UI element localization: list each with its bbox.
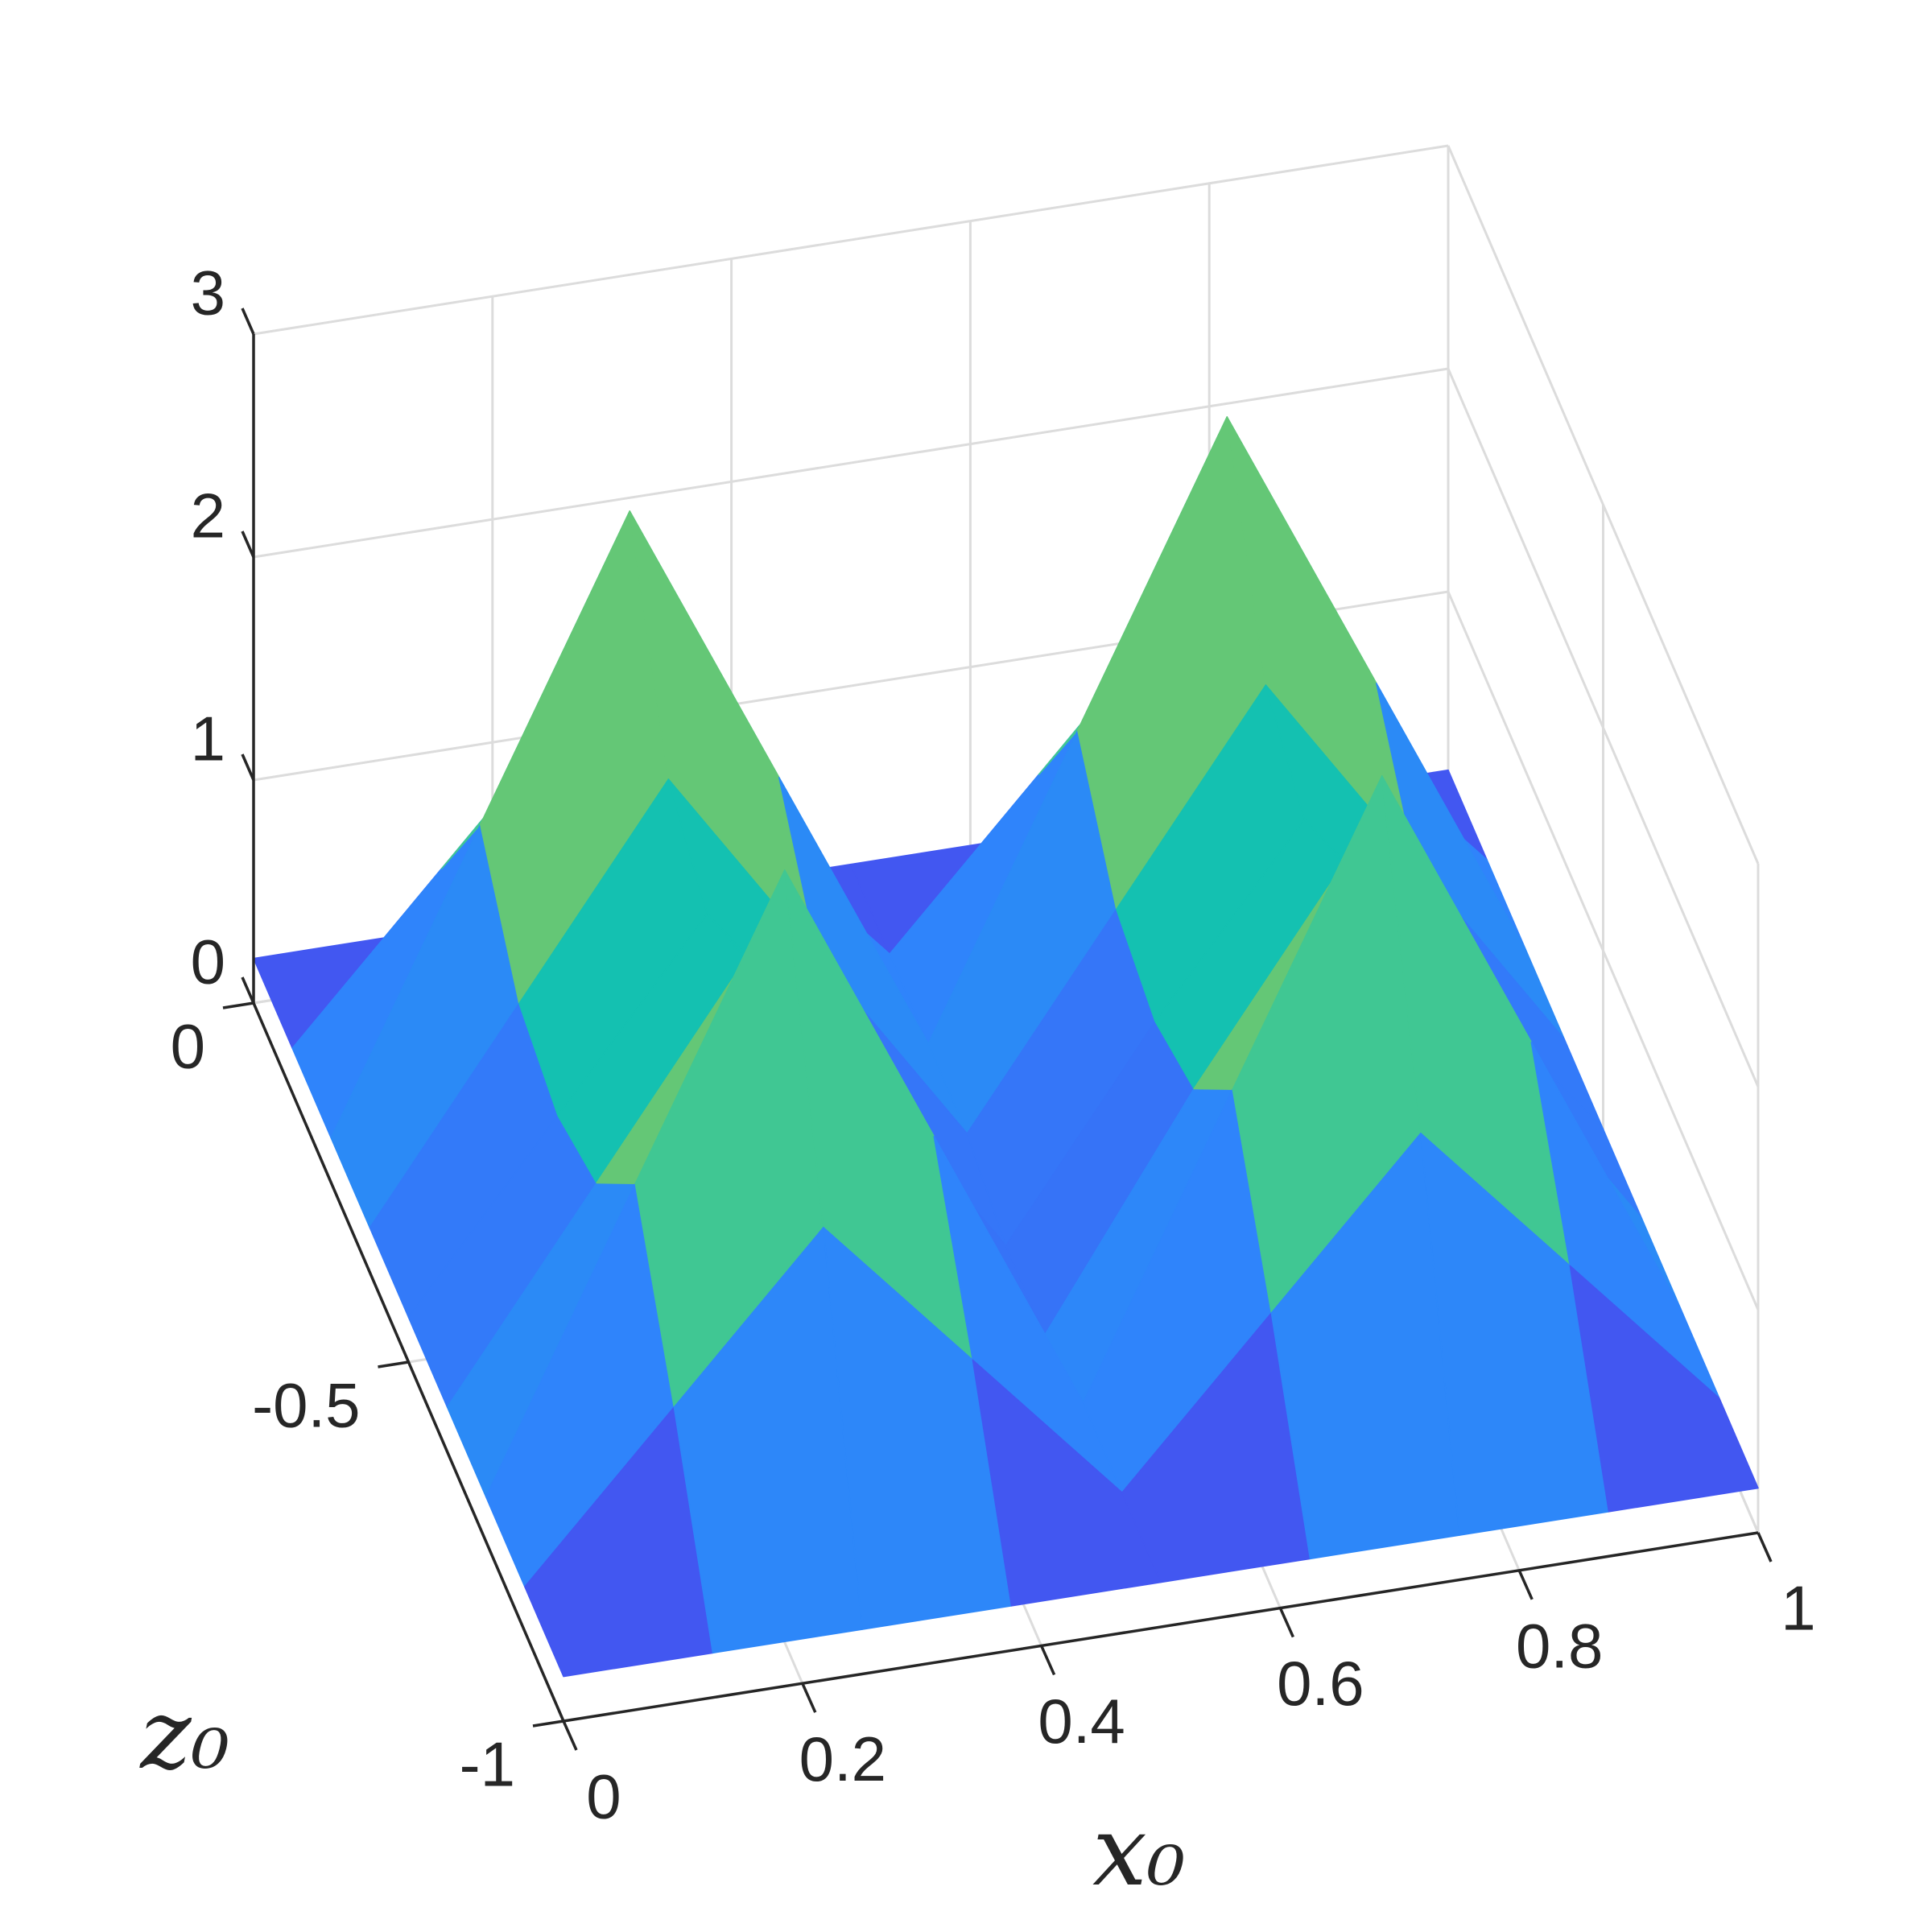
z-tick xyxy=(222,1001,254,1009)
z-tick-label: -0.5 xyxy=(252,1370,360,1441)
y-tick-label: 1 xyxy=(191,704,225,774)
y-tick-label: 2 xyxy=(191,481,225,551)
grid-line xyxy=(1447,145,1760,865)
x-tick-label: 0.2 xyxy=(799,1724,886,1794)
x-tick xyxy=(562,1720,578,1751)
x-tick xyxy=(1040,1645,1056,1676)
grid-line xyxy=(1447,368,1760,1088)
z-tick-label: 0 xyxy=(171,1011,205,1082)
grid-line xyxy=(1447,591,1760,1311)
x-tick xyxy=(801,1682,817,1713)
x-tick xyxy=(1517,1570,1534,1600)
x-tick-label: 0 xyxy=(586,1761,621,1832)
x-tick xyxy=(1278,1607,1294,1638)
x-axis xyxy=(563,1531,1759,1723)
x-tick-label: 0.6 xyxy=(1277,1648,1364,1719)
surface xyxy=(253,416,1759,1678)
y-tick-label: 3 xyxy=(191,258,225,328)
surface-patch xyxy=(1569,1265,1759,1513)
y-tick xyxy=(241,976,255,1004)
y-tick xyxy=(241,753,255,781)
x-axis-label: x₀ xyxy=(1092,1796,1186,1908)
y-tick-label: 0 xyxy=(191,927,225,997)
grid-line xyxy=(253,367,1449,559)
grid-line xyxy=(253,144,1449,336)
x-tick-label: 0.4 xyxy=(1038,1686,1125,1757)
x-tick-label: 1 xyxy=(1781,1573,1815,1644)
z-tick-label: -1 xyxy=(460,1729,515,1800)
y-tick xyxy=(241,530,255,558)
z-tick xyxy=(378,1360,409,1368)
z-tick xyxy=(532,1719,564,1728)
z-axis-label: z₀ xyxy=(138,1679,229,1791)
x-tick xyxy=(1757,1532,1773,1563)
y-tick xyxy=(241,308,255,335)
x-tick-label: 0.8 xyxy=(1516,1610,1603,1681)
